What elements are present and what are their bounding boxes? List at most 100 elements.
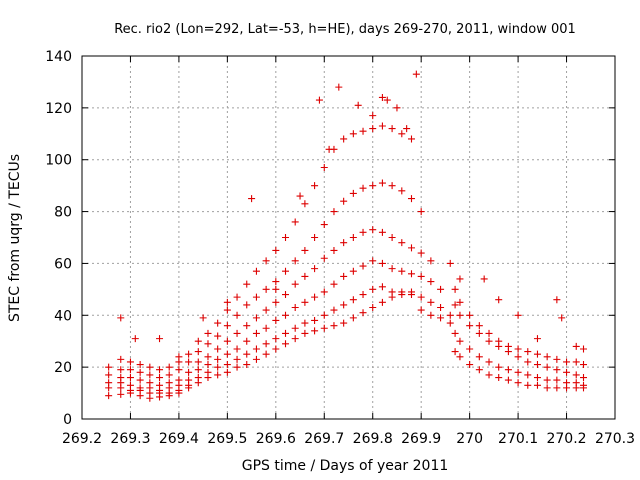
- data-point: [156, 335, 164, 343]
- data-point: [233, 355, 241, 363]
- data-point: [340, 239, 348, 247]
- data-point: [214, 332, 222, 340]
- data-point: [485, 329, 493, 337]
- data-point: [243, 322, 251, 330]
- data-point: [398, 267, 406, 275]
- data-point: [407, 270, 415, 278]
- data-point: [272, 316, 280, 324]
- data-point: [185, 376, 193, 384]
- data-point: [354, 101, 362, 109]
- data-point: [272, 335, 280, 343]
- data-point: [398, 239, 406, 247]
- data-point: [330, 246, 338, 254]
- data-point: [330, 208, 338, 216]
- data-point: [572, 342, 580, 350]
- data-point: [199, 314, 207, 322]
- data-point: [359, 228, 367, 236]
- data-point: [272, 246, 280, 254]
- data-points-layer: [105, 70, 588, 402]
- data-point: [480, 275, 488, 283]
- data-point: [311, 234, 319, 241]
- data-point: [456, 353, 464, 361]
- data-point: [126, 366, 134, 374]
- data-point: [340, 135, 348, 143]
- data-point: [349, 130, 357, 138]
- data-point: [291, 335, 299, 343]
- data-point: [340, 319, 348, 327]
- data-point: [495, 296, 503, 304]
- y-tick-label: 140: [45, 49, 72, 65]
- data-point: [311, 182, 319, 190]
- data-point: [214, 319, 222, 327]
- data-point: [117, 314, 125, 322]
- data-point: [451, 329, 459, 337]
- data-point: [359, 309, 367, 317]
- data-point: [243, 350, 251, 358]
- data-point: [194, 374, 202, 382]
- data-point: [291, 218, 299, 226]
- data-point: [320, 324, 328, 332]
- data-point: [524, 358, 532, 366]
- data-point: [146, 379, 154, 387]
- data-point: [398, 130, 406, 138]
- y-tick-label: 40: [54, 308, 72, 324]
- data-point: [252, 345, 260, 353]
- data-point: [136, 384, 144, 392]
- data-point: [580, 361, 588, 369]
- ticks-layer: 269.2 269.3 269.4 269.5 269.6 269.7 269.8 269.9…: [45, 49, 635, 447]
- data-point: [146, 363, 154, 371]
- data-point: [291, 324, 299, 332]
- y-tick-label: 0: [63, 412, 72, 428]
- data-point: [407, 291, 415, 299]
- data-point: [301, 319, 309, 327]
- x-tick-label: 269.9: [401, 431, 441, 447]
- data-point: [427, 278, 435, 286]
- data-point: [117, 374, 125, 382]
- data-point: [105, 379, 113, 387]
- data-point: [466, 311, 474, 319]
- data-point: [466, 345, 474, 353]
- data-point: [403, 125, 411, 133]
- data-point: [262, 340, 270, 348]
- data-point: [533, 350, 541, 358]
- data-point: [105, 363, 113, 371]
- data-point: [325, 145, 333, 153]
- data-point: [126, 358, 134, 366]
- data-point: [427, 257, 435, 265]
- data-point: [543, 384, 551, 392]
- data-point: [330, 306, 338, 314]
- data-point: [451, 301, 459, 309]
- data-point: [514, 379, 522, 387]
- data-point: [233, 311, 241, 319]
- data-point: [296, 192, 304, 200]
- data-point: [223, 306, 231, 314]
- data-point: [214, 355, 222, 363]
- y-tick-label: 100: [45, 153, 72, 169]
- data-point: [553, 355, 561, 363]
- data-point: [388, 182, 396, 190]
- data-point: [359, 127, 367, 135]
- data-point: [291, 280, 299, 288]
- data-point: [282, 311, 290, 319]
- data-point: [446, 319, 454, 327]
- data-point: [105, 392, 113, 400]
- data-point: [533, 374, 541, 382]
- data-point: [223, 322, 231, 330]
- data-point: [466, 361, 474, 369]
- data-point: [514, 311, 522, 319]
- data-point: [136, 376, 144, 384]
- data-point: [204, 329, 212, 337]
- data-point: [165, 379, 173, 387]
- data-point: [252, 355, 260, 363]
- data-point: [272, 285, 280, 293]
- data-point: [369, 125, 377, 133]
- data-point: [272, 278, 280, 286]
- data-point: [475, 366, 483, 374]
- data-point: [524, 371, 532, 379]
- data-point: [369, 112, 377, 120]
- data-point: [117, 390, 125, 398]
- data-point: [146, 371, 154, 379]
- data-point: [563, 368, 571, 376]
- data-point: [456, 337, 464, 345]
- data-point: [301, 272, 309, 280]
